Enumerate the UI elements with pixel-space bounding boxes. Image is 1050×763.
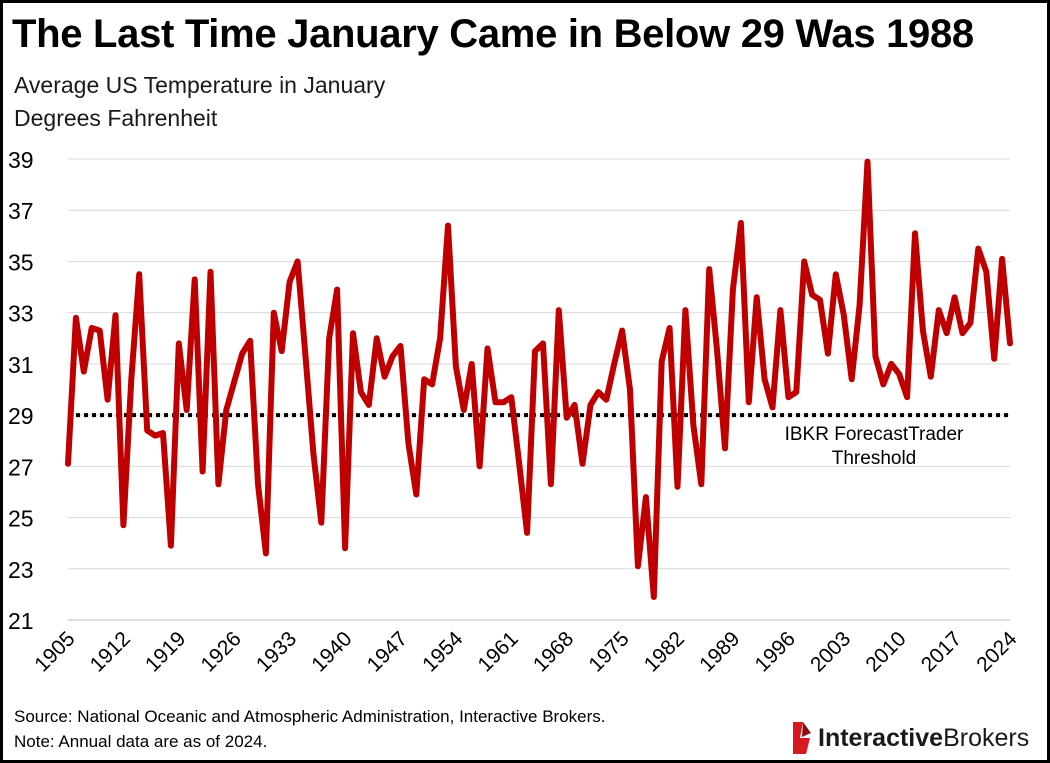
x-tick-label: 1975 <box>584 627 633 676</box>
logo-wordmark-bold: Interactive <box>818 723 944 752</box>
y-tick-label: 35 <box>8 249 34 275</box>
temperature-series-line <box>65 158 1013 600</box>
data-note: Note: Annual data are as of 2024. <box>14 732 268 751</box>
x-tick-label: 2003 <box>806 627 855 676</box>
x-tick-label: 1905 <box>30 627 79 676</box>
x-tick-label: 1919 <box>141 627 190 676</box>
x-tick-label: 1926 <box>196 627 245 676</box>
x-tick-label: 1954 <box>418 627 468 677</box>
logo-wordmark: InteractiveBrokers <box>818 724 1029 753</box>
chart-subtitle: Average US Temperature in January <box>14 72 386 98</box>
y-tick-label: 39 <box>8 147 34 173</box>
y-tick-label: 25 <box>8 506 34 532</box>
y-tick-label: 33 <box>8 301 34 327</box>
x-tick-label: 1968 <box>529 627 578 676</box>
x-tick-label: 1933 <box>252 627 301 676</box>
chart-title: The Last Time January Came in Below 29 W… <box>12 12 974 56</box>
threshold-label-line2: Threshold <box>832 448 917 469</box>
y-tick-label: 27 <box>8 454 34 480</box>
y-tick-label: 21 <box>8 608 34 634</box>
ib-flag-icon <box>793 722 811 754</box>
x-tick-label: 1996 <box>751 627 800 676</box>
x-tick-label: 1940 <box>307 627 356 676</box>
y-tick-label: 29 <box>8 403 34 429</box>
x-tick-label: 2010 <box>861 627 910 676</box>
x-tick-label: 1989 <box>695 627 744 676</box>
y-tick-label: 23 <box>8 557 34 583</box>
x-tick-label: 1982 <box>640 627 689 676</box>
unit-label: Degrees Fahrenheit <box>14 105 218 131</box>
source-note: Source: National Oceanic and Atmospheric… <box>14 707 606 726</box>
y-tick-label: 37 <box>8 198 34 224</box>
interactive-brokers-logo: InteractiveBrokers <box>790 718 1029 758</box>
x-tick-label: 1912 <box>86 627 135 676</box>
x-tick-label: 2024 <box>972 627 1022 677</box>
y-tick-label: 31 <box>8 352 34 378</box>
logo-wordmark-regular: Brokers <box>943 723 1030 752</box>
x-tick-label: 1961 <box>474 627 523 676</box>
threshold-label: IBKR ForecastTrader <box>785 424 964 445</box>
x-tick-label: 2017 <box>917 627 966 676</box>
x-tick-label: 1947 <box>363 627 412 676</box>
